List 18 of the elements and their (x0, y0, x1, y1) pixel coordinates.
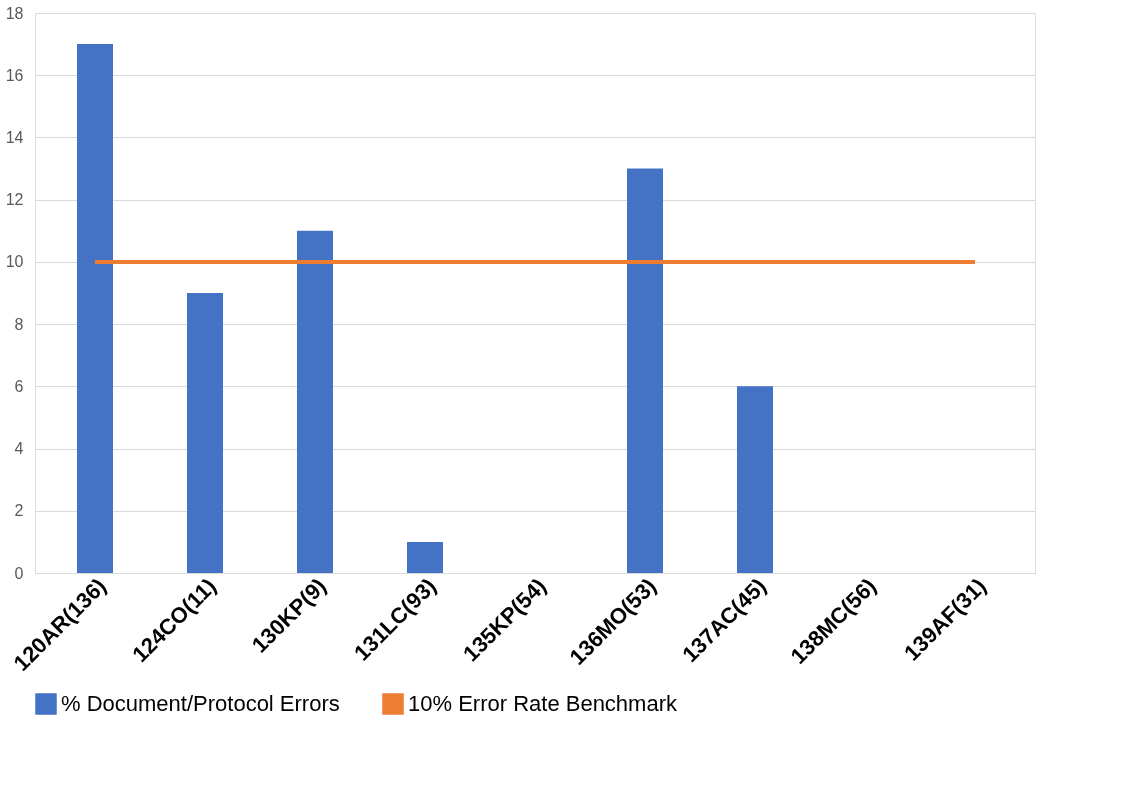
bar (77, 44, 113, 573)
y-tick-label: 8 (14, 315, 24, 333)
y-tick-label: 16 (5, 66, 24, 84)
bar (627, 168, 663, 573)
y-tick-label: 12 (5, 191, 24, 209)
bar (407, 541, 443, 573)
y-tick-label: 14 (5, 128, 24, 146)
y-tick-label: 6 (14, 377, 24, 395)
y-tick-label: 18 (5, 4, 24, 22)
legend-label: 10% Error Rate Benchmark (408, 691, 678, 716)
y-tick-label: 0 (14, 564, 24, 582)
y-tick-label: 2 (14, 502, 24, 520)
bar (187, 293, 223, 573)
bar (737, 386, 773, 573)
y-tick-label: 4 (14, 440, 24, 458)
legend-label: % Document/Protocol Errors (61, 691, 340, 716)
y-tick-label: 10 (5, 253, 24, 271)
bar (297, 230, 333, 573)
